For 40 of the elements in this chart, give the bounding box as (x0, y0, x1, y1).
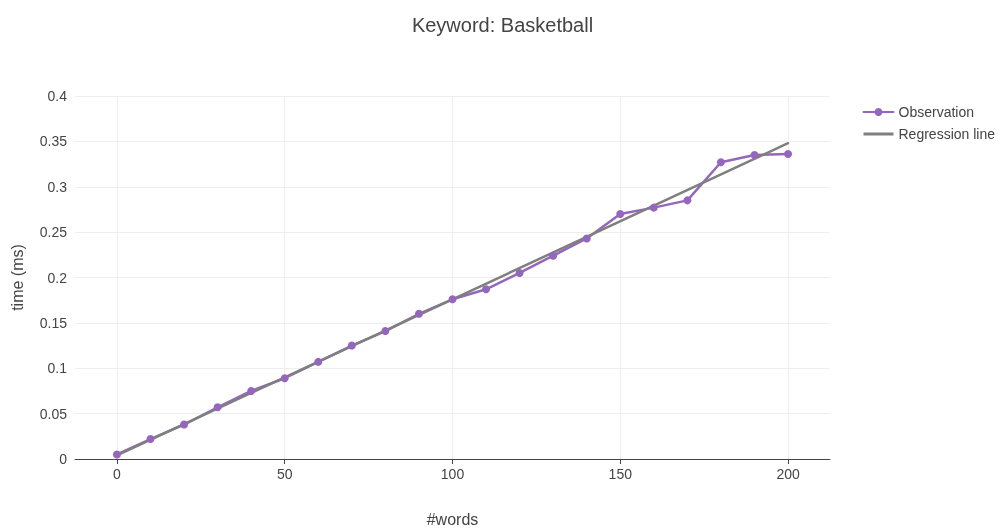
point (448, 295, 457, 304)
y-tick-label: 0.2 (47, 269, 68, 286)
point (280, 374, 289, 383)
point (716, 158, 725, 167)
x-tick-label: 50 (276, 466, 293, 482)
y-tick-label: 0.3 (47, 178, 68, 195)
y-tick-label: 0.05 (39, 405, 68, 422)
point (247, 386, 256, 395)
y-tick-label: 0.4 (47, 88, 68, 104)
point (649, 203, 658, 212)
x-axis-title: #words (426, 510, 479, 528)
y-tick-label: 0.25 (39, 224, 68, 241)
legend-label: Regression line (898, 126, 996, 142)
point (180, 420, 189, 429)
point (314, 357, 323, 366)
point (347, 341, 356, 350)
point (146, 435, 155, 444)
point (381, 327, 390, 336)
point (582, 234, 591, 243)
x-tick-label: 100 (440, 466, 465, 482)
point (616, 209, 625, 218)
legend-label: Observation (898, 104, 974, 120)
point (112, 450, 121, 459)
point (213, 403, 222, 412)
point (784, 150, 793, 159)
point (515, 268, 524, 277)
x-tick-label: 200 (776, 466, 800, 482)
y-tick-label: 0.15 (39, 314, 68, 331)
point (482, 285, 491, 294)
point (414, 309, 423, 318)
x-tick-label: 150 (608, 466, 633, 482)
point (750, 150, 759, 159)
point (549, 251, 558, 260)
x-tick-label: 0 (113, 466, 122, 482)
y-tick-label: 0.35 (39, 133, 68, 150)
y-axis-title: time (ms) (8, 244, 26, 311)
y-tick-label: 0 (59, 451, 68, 467)
point (683, 196, 692, 205)
chart-title: Keyword: Basketball (411, 14, 594, 36)
y-tick-label: 0.1 (47, 360, 68, 377)
